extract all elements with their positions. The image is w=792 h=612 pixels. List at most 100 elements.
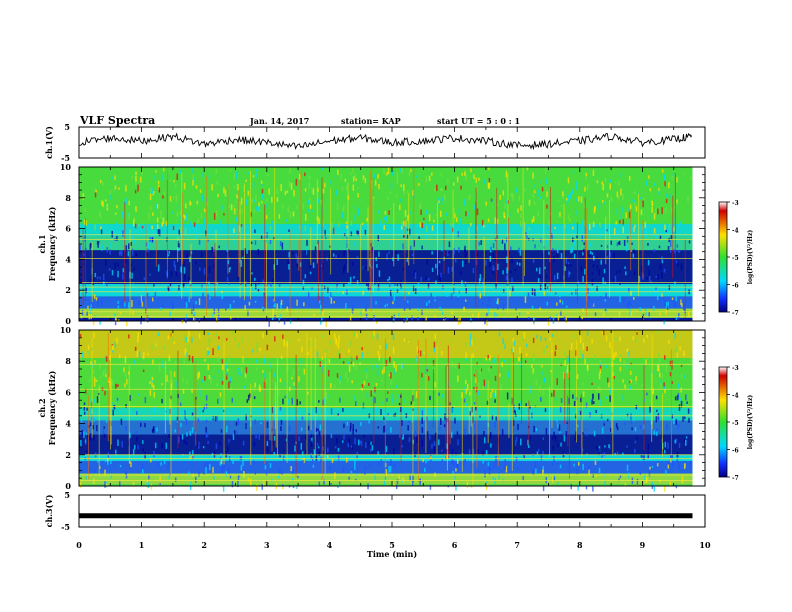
spectrogram-cell <box>441 394 443 398</box>
spectrogram-cell <box>192 167 194 174</box>
spectrogram-cell <box>364 466 367 470</box>
spectrogram-cell <box>407 425 409 431</box>
spectrogram-cell <box>632 415 635 422</box>
spectrogram-cell <box>123 367 125 373</box>
spectrogram-cell <box>109 189 112 195</box>
spectrogram-streak <box>214 242 216 298</box>
spectrogram-cell <box>392 394 394 397</box>
spectrogram-cell <box>582 308 584 312</box>
spectrogram-cell <box>425 176 428 183</box>
spectrogram-cell <box>657 208 659 215</box>
spectrogram-cell <box>152 359 154 365</box>
spectrogram-cell <box>600 414 603 419</box>
spectrogram-cell <box>218 336 220 340</box>
spectrogram-cell <box>144 397 147 404</box>
spectrogram-streak <box>369 171 371 294</box>
spectrogram-cell <box>133 217 136 221</box>
spectrogram-cell <box>457 294 460 298</box>
spectrogram-cell <box>485 449 488 455</box>
spectrogram-cell <box>487 354 489 359</box>
spectrogram-cell <box>505 465 508 473</box>
spectrogram-cell <box>656 293 659 301</box>
spectrogram-cell <box>681 303 683 308</box>
spectrogram-cell <box>366 217 368 222</box>
spectrogram-cell <box>393 314 396 321</box>
spectrogram-cell <box>373 330 375 337</box>
spectrogram-cell <box>556 302 558 306</box>
spectrogram-cell <box>346 289 348 296</box>
spectrogram-cell <box>493 456 496 460</box>
spectrogram-cell <box>593 255 595 261</box>
spectrogram-cell <box>624 384 626 389</box>
spectrogram-cell <box>579 344 581 347</box>
spectrogram-cell <box>244 305 246 311</box>
station-label: station= KAP <box>341 116 401 126</box>
spectrogram-cell <box>385 469 388 477</box>
spectrogram-cell <box>627 302 629 309</box>
spectrogram-cell <box>524 188 526 192</box>
spectrogram-cell <box>228 204 230 209</box>
spectrogram-cell <box>131 300 133 308</box>
spectrogram-cell <box>387 413 389 416</box>
spectrogram-cell <box>502 288 505 293</box>
ch1-freq-tick-label: 8 <box>65 193 71 203</box>
spectrogram-cell <box>497 298 499 305</box>
spectrogram-cell <box>354 214 356 221</box>
date-label: Jan. 14, 2017 <box>250 116 310 126</box>
spectrogram-cell <box>664 181 666 187</box>
spectrogram-cell <box>470 223 472 227</box>
ch1-freq-tick-label: 0 <box>65 316 71 326</box>
spectrogram-cell <box>665 469 667 476</box>
spectrogram-cell <box>343 423 345 428</box>
spectrogram-cell <box>280 355 283 360</box>
spectrogram-cell <box>319 304 322 308</box>
spectrogram-cell <box>153 283 155 287</box>
spectrogram-cell <box>576 374 579 380</box>
spectrogram-cell <box>167 335 170 340</box>
spectrogram-cell <box>458 247 460 253</box>
spectrogram-cell <box>322 188 325 194</box>
spectrogram-cell <box>596 265 598 269</box>
spectrogram-cell <box>219 392 222 398</box>
spectrogram-cell <box>90 304 92 307</box>
spectrogram-cell <box>535 427 538 432</box>
spectrogram-cell <box>422 458 424 463</box>
spectrogram-cell <box>324 182 326 188</box>
spectrogram-cell <box>408 420 410 424</box>
spectrogram-cell <box>532 193 535 198</box>
spectrogram-cell <box>345 371 347 378</box>
spectrogram-cell <box>687 196 689 202</box>
spectrogram-cell <box>342 291 344 295</box>
spectrogram-cell <box>288 252 290 258</box>
spectrogram-cell <box>214 416 217 422</box>
spectrogram-cell <box>162 167 165 172</box>
spectrogram-cell <box>410 168 412 173</box>
spectrogram-cell <box>597 386 600 390</box>
spectrogram-cell <box>444 317 447 321</box>
spectrogram-cell <box>375 383 378 387</box>
spectrogram-cell <box>282 483 284 487</box>
spectrogram-band <box>79 223 693 237</box>
spectrogram-cell <box>194 476 197 483</box>
spectrogram-cell <box>658 356 661 363</box>
spectrogram-cell <box>244 371 246 374</box>
spectrogram-cell <box>419 202 422 209</box>
spectrogram-streak <box>128 365 130 460</box>
spectrogram-cell <box>400 225 403 230</box>
spectrogram-cell <box>626 362 629 369</box>
spectrogram-streak <box>164 361 166 434</box>
spectrogram-cell <box>466 383 469 391</box>
spectrogram-cell <box>105 362 108 366</box>
spectrogram-streak <box>508 403 510 438</box>
spectrogram-cell <box>96 457 99 463</box>
spectrogram-cell <box>85 450 88 453</box>
spectrogram-cell <box>80 278 82 283</box>
spectrogram-cell <box>353 242 355 246</box>
spectrogram-cell <box>213 451 216 458</box>
spectrogram-cell <box>447 231 450 235</box>
spectrogram-cell <box>671 414 674 419</box>
spectrogram-streak <box>445 366 447 460</box>
spectrogram-cell <box>670 234 673 240</box>
spectrogram-cell <box>561 300 564 305</box>
spectrogram-cell <box>342 361 345 364</box>
